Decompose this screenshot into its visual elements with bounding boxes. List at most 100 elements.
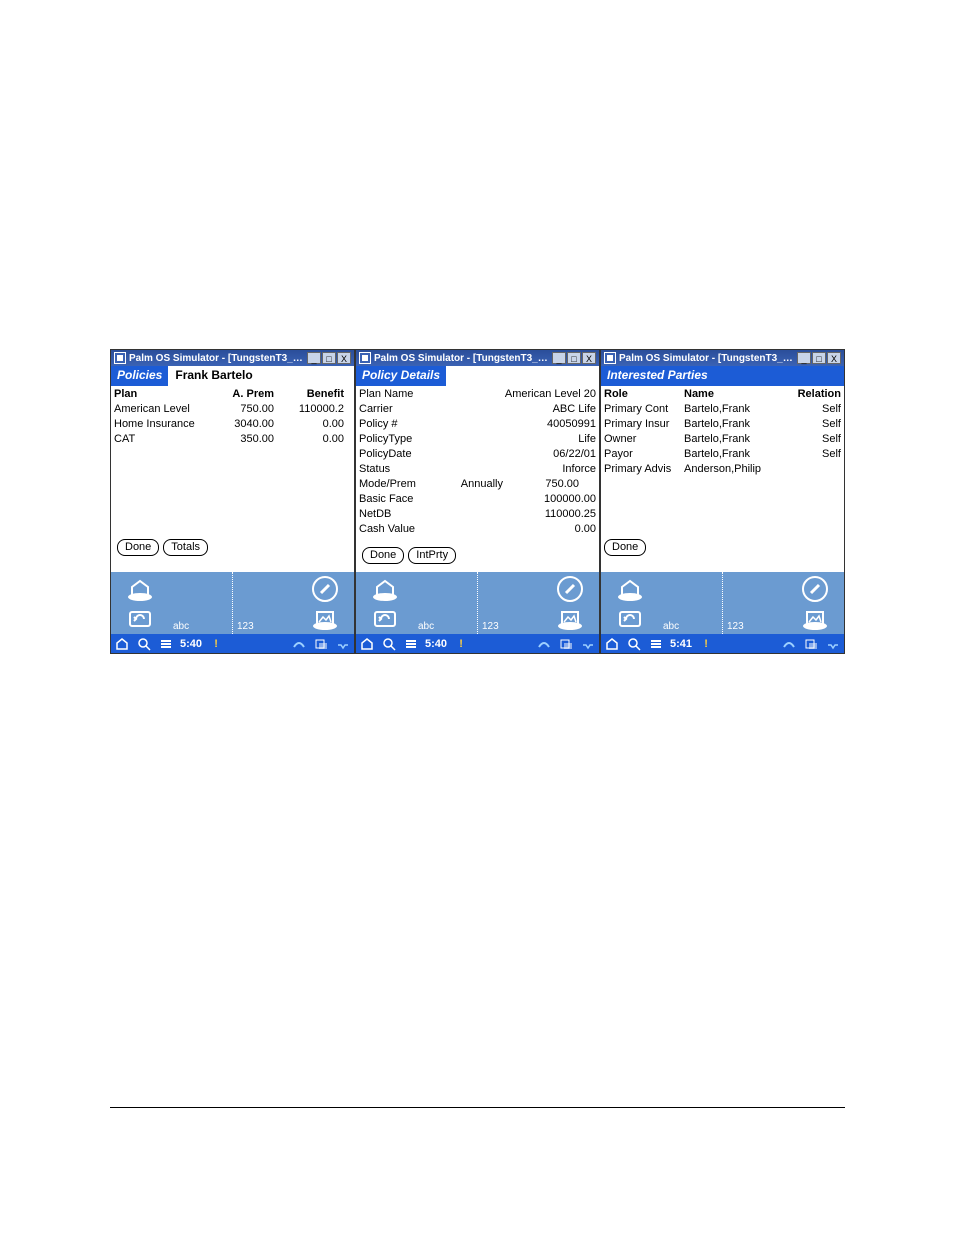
- graffiti-numeric[interactable]: 123: [477, 572, 541, 634]
- policy-row[interactable]: CAT 350.00 0.00: [114, 432, 351, 447]
- lbl-mode-prem: Mode/Prem: [359, 477, 444, 492]
- col-relation: Relation: [784, 387, 841, 402]
- min-button[interactable]: _: [307, 352, 321, 364]
- simulator-window-1: Palm OS Simulator - [TungstenT3_EFIGS.r.…: [110, 349, 355, 654]
- app-icon: [359, 352, 371, 364]
- window-title: Palm OS Simulator - [TungstenT3_EFIGS.r.…: [129, 353, 306, 364]
- sb-signal-icon[interactable]: [536, 636, 552, 652]
- val-plan-name: American Level 20: [444, 387, 596, 402]
- sb-tray-icon[interactable]: [825, 636, 841, 652]
- sb-find-icon[interactable]: [381, 636, 397, 652]
- photo-icon[interactable]: [556, 605, 584, 631]
- val-status: Inforce: [444, 462, 596, 477]
- app-header: Interested Parties: [601, 366, 844, 386]
- sync-icon[interactable]: [126, 605, 154, 631]
- sb-alert-icon[interactable]: !: [453, 636, 469, 652]
- sb-menu-icon[interactable]: [648, 636, 664, 652]
- party-row[interactable]: Primary InsurBartelo,FrankSelf: [601, 417, 844, 432]
- min-button[interactable]: _: [552, 352, 566, 364]
- sb-home-icon[interactable]: [604, 636, 620, 652]
- sb-home-icon[interactable]: [114, 636, 130, 652]
- sb-screen-icon[interactable]: [558, 636, 574, 652]
- col-plan: Plan: [114, 387, 214, 402]
- lbl-policy-date: PolicyDate: [359, 447, 444, 462]
- silk-area: abc 123: [356, 572, 599, 634]
- col-name: Name: [684, 387, 784, 402]
- val-mode: Annually: [444, 477, 509, 492]
- pen-icon[interactable]: [801, 576, 829, 602]
- party-row[interactable]: Primary ContBartelo,FrankSelf: [601, 402, 844, 417]
- min-button[interactable]: _: [797, 352, 811, 364]
- pen-icon[interactable]: [311, 576, 339, 602]
- policy-row[interactable]: American Level 750.00 110000.2: [114, 402, 351, 417]
- lbl-status: Status: [359, 462, 444, 477]
- policy-row[interactable]: Home Insurance 3040.00 0.00: [114, 417, 351, 432]
- party-row[interactable]: Primary AdvisAnderson,Philip: [601, 462, 844, 477]
- graffiti-alpha[interactable]: abc: [659, 572, 722, 634]
- sb-menu-icon[interactable]: [158, 636, 174, 652]
- done-button[interactable]: Done: [117, 539, 159, 556]
- interested-parties-list: Role Name Relation Primary ContBartelo,F…: [601, 386, 844, 572]
- app-icon: [604, 352, 616, 364]
- col-benefit: Benefit: [274, 387, 344, 402]
- close-button[interactable]: X: [582, 352, 596, 364]
- lbl-carrier: Carrier: [359, 402, 444, 417]
- sb-signal-icon[interactable]: [781, 636, 797, 652]
- val-cash-value: 0.00: [444, 522, 596, 537]
- graffiti-alpha[interactable]: abc: [414, 572, 477, 634]
- tab-policy-details[interactable]: Policy Details: [356, 366, 447, 386]
- graffiti-numeric[interactable]: 123: [232, 572, 296, 634]
- max-button[interactable]: □: [322, 352, 336, 364]
- close-button[interactable]: X: [827, 352, 841, 364]
- val-basic-face: 100000.00: [444, 492, 596, 507]
- val-policy-num: 40050991: [444, 417, 596, 432]
- pen-icon[interactable]: [556, 576, 584, 602]
- sb-screen-icon[interactable]: [313, 636, 329, 652]
- party-row[interactable]: OwnerBartelo,FrankSelf: [601, 432, 844, 447]
- home-icon[interactable]: [371, 576, 399, 602]
- sb-find-icon[interactable]: [626, 636, 642, 652]
- photo-icon[interactable]: [311, 605, 339, 631]
- sb-home-icon[interactable]: [359, 636, 375, 652]
- sync-icon[interactable]: [371, 605, 399, 631]
- sb-alert-icon[interactable]: !: [208, 636, 224, 652]
- sb-find-icon[interactable]: [136, 636, 152, 652]
- tab-interested-parties[interactable]: Interested Parties: [601, 366, 844, 386]
- max-button[interactable]: □: [567, 352, 581, 364]
- home-icon[interactable]: [126, 576, 154, 602]
- home-icon[interactable]: [616, 576, 644, 602]
- graffiti-alpha[interactable]: abc: [169, 572, 232, 634]
- policy-details: Plan NameAmerican Level 20 CarrierABC Li…: [356, 386, 599, 572]
- sb-tray-icon[interactable]: [580, 636, 596, 652]
- window-titlebar: Palm OS Simulator - [TungstenT3_EFIGS.r.…: [356, 350, 599, 366]
- status-bar: 5:40 !: [111, 634, 354, 653]
- party-row[interactable]: PayorBartelo,FrankSelf: [601, 447, 844, 462]
- intprty-button[interactable]: IntPrty: [408, 547, 456, 564]
- lbl-policy-type: PolicyType: [359, 432, 444, 447]
- lbl-policy-num: Policy #: [359, 417, 444, 432]
- done-button[interactable]: Done: [362, 547, 404, 564]
- lbl-cash-value: Cash Value: [359, 522, 444, 537]
- clock[interactable]: 5:41: [670, 638, 692, 650]
- app-header: Policies Frank Bartelo: [111, 366, 354, 386]
- graffiti-numeric[interactable]: 123: [722, 572, 786, 634]
- sb-signal-icon[interactable]: [291, 636, 307, 652]
- lbl-basic-face: Basic Face: [359, 492, 444, 507]
- val-prem: 750.00: [509, 477, 579, 492]
- clock[interactable]: 5:40: [425, 638, 447, 650]
- window-title: Palm OS Simulator - [TungstenT3_EFIGS.r.…: [619, 353, 796, 364]
- tab-policies[interactable]: Policies: [111, 366, 169, 386]
- val-policy-date: 06/22/01: [444, 447, 596, 462]
- sb-menu-icon[interactable]: [403, 636, 419, 652]
- sync-icon[interactable]: [616, 605, 644, 631]
- photo-icon[interactable]: [801, 605, 829, 631]
- sb-screen-icon[interactable]: [803, 636, 819, 652]
- close-button[interactable]: X: [337, 352, 351, 364]
- sb-alert-icon[interactable]: !: [698, 636, 714, 652]
- sb-tray-icon[interactable]: [335, 636, 351, 652]
- max-button[interactable]: □: [812, 352, 826, 364]
- done-button[interactable]: Done: [604, 539, 646, 556]
- totals-button[interactable]: Totals: [163, 539, 208, 556]
- record-name: Frank Bartelo: [169, 366, 354, 386]
- clock[interactable]: 5:40: [180, 638, 202, 650]
